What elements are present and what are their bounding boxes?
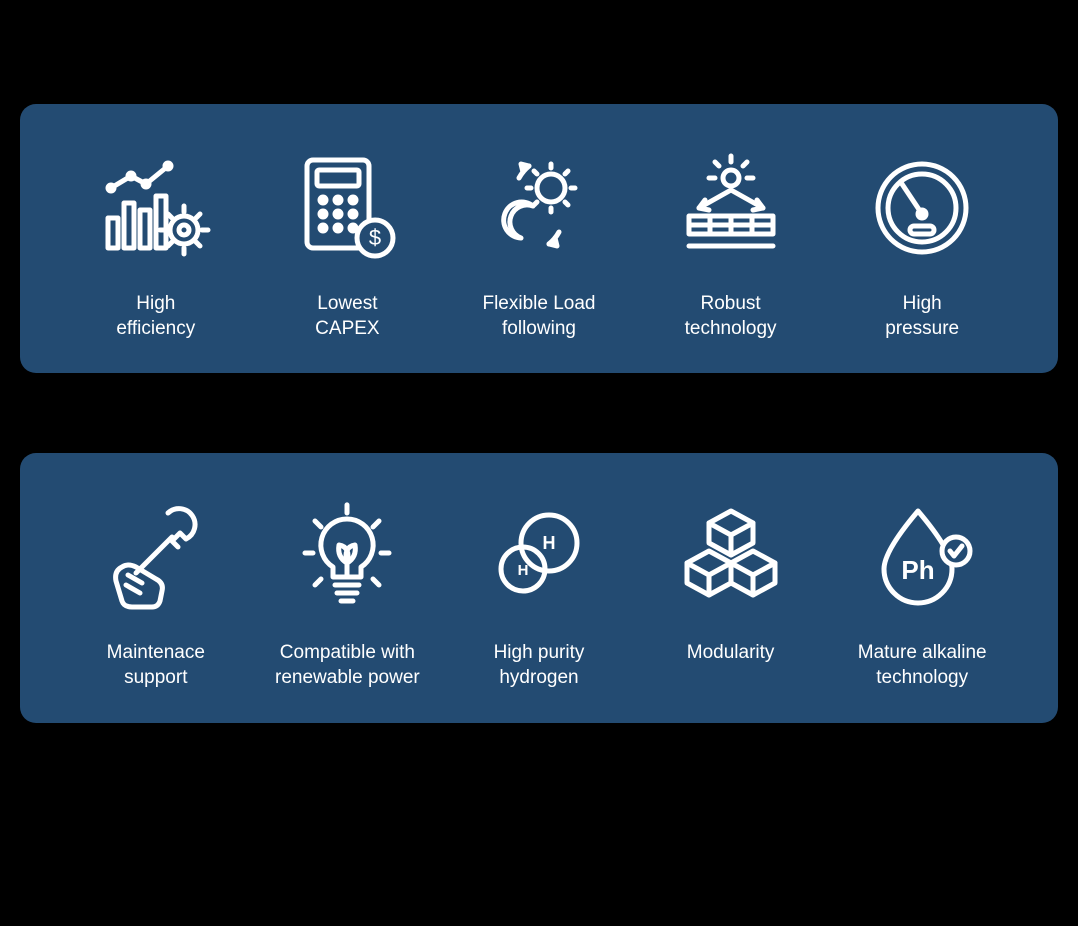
feature-label: High purity hydrogen (494, 641, 585, 690)
feature-lowest-capex: Lowest CAPEX (252, 148, 444, 341)
feature-mature-alkaline: Mature alkaline technology (826, 497, 1018, 690)
feature-maintenance-support: Maintenace support (60, 497, 252, 690)
features-panel-2: Maintenace support Compatible with renew… (20, 453, 1058, 722)
chart-gear-icon (96, 148, 216, 268)
feature-label: Lowest CAPEX (315, 292, 379, 341)
feature-high-efficiency: High efficiency (60, 148, 252, 341)
ph-drop-check-icon (862, 497, 982, 617)
feature-label: Flexible Load following (482, 292, 595, 341)
gauge-icon (862, 148, 982, 268)
feature-label: Maintenace support (107, 641, 205, 690)
feature-renewable-compatible: Compatible with renewable power (252, 497, 444, 690)
sun-moon-cycle-icon (479, 148, 599, 268)
lightbulb-leaf-icon (287, 497, 407, 617)
feature-label: High pressure (885, 292, 959, 341)
hydrogen-molecule-icon (479, 497, 599, 617)
feature-robust-technology: Robust technology (635, 148, 827, 341)
solar-panel-icon (671, 148, 791, 268)
feature-label: Robust technology (685, 292, 777, 341)
feature-label: Modularity (687, 641, 775, 666)
feature-flexible-load: Flexible Load following (443, 148, 635, 341)
features-panel-1: High efficiency Lowest CAPEX Flexible Lo… (20, 104, 1058, 373)
feature-high-pressure: High pressure (826, 148, 1018, 341)
calculator-dollar-icon (287, 148, 407, 268)
feature-label: Compatible with renewable power (275, 641, 420, 690)
feature-modularity: Modularity (635, 497, 827, 666)
feature-label: Mature alkaline technology (858, 641, 987, 690)
feature-label: High efficiency (116, 292, 195, 341)
wrench-hand-icon (96, 497, 216, 617)
feature-high-purity-hydrogen: High purity hydrogen (443, 497, 635, 690)
cubes-icon (671, 497, 791, 617)
